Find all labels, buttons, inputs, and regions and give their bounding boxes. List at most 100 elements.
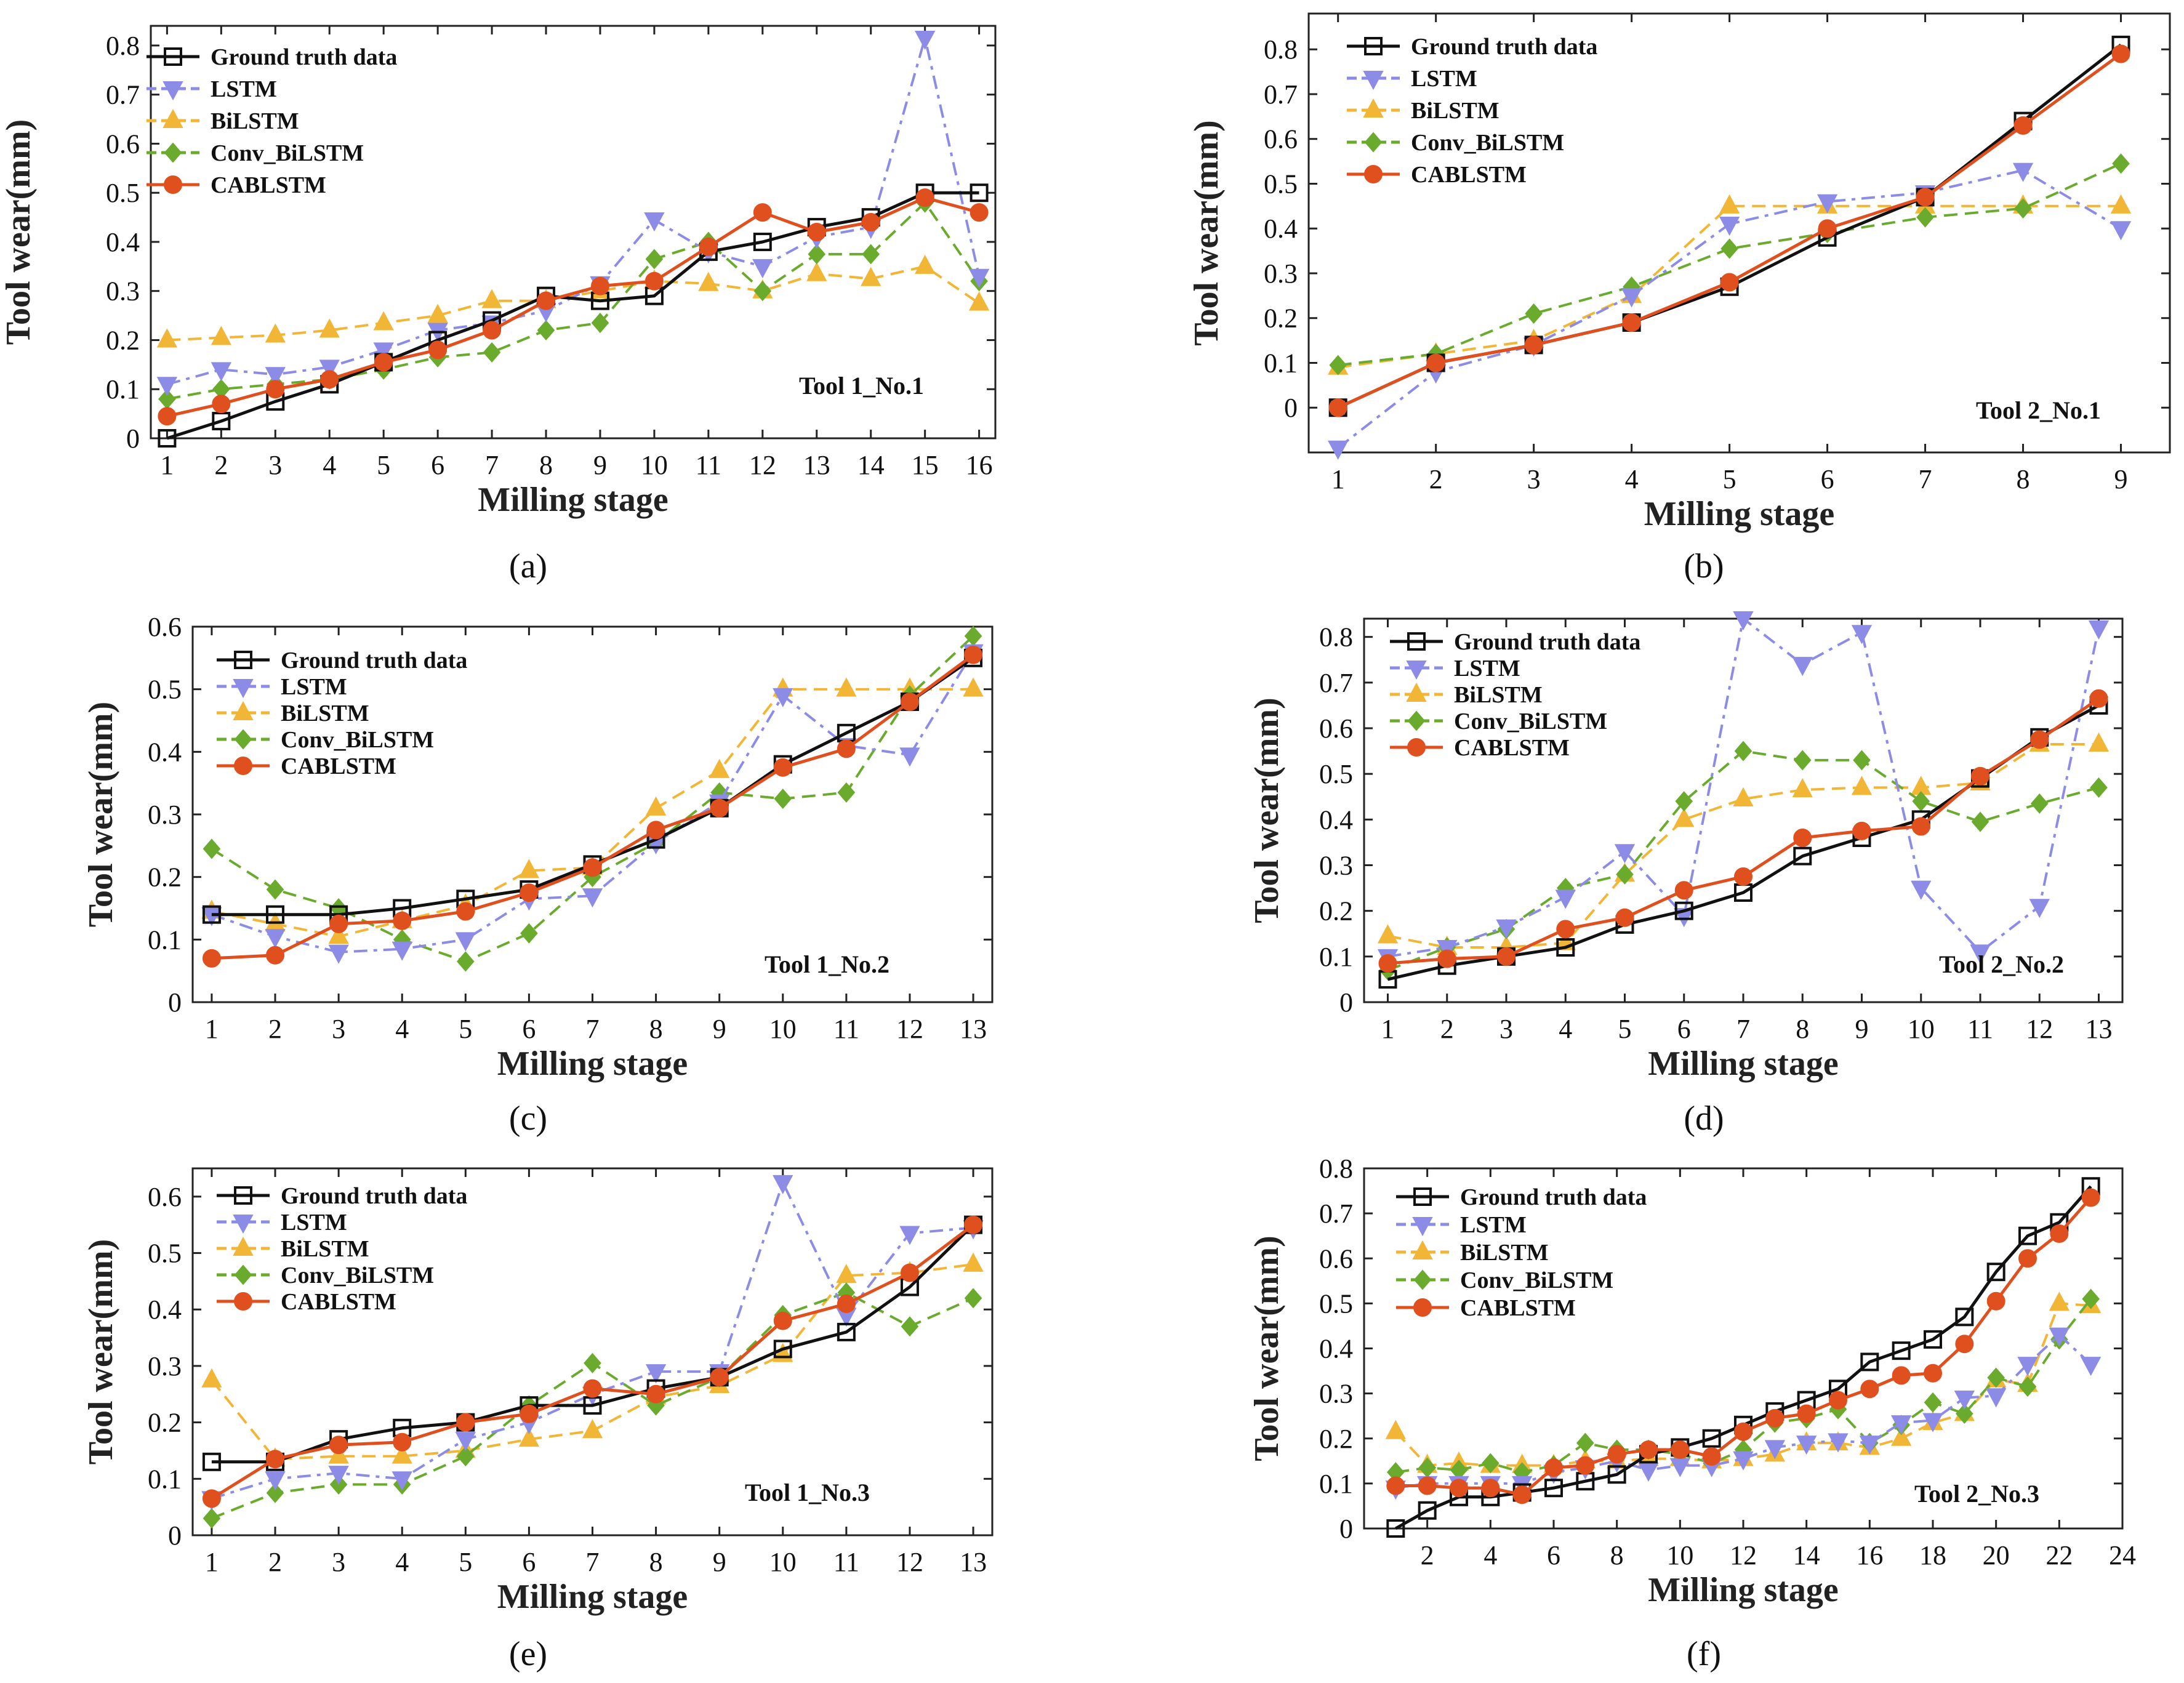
data-point <box>753 232 772 251</box>
data-point <box>1734 867 1752 886</box>
data-point <box>836 677 857 697</box>
data-point <box>393 1432 412 1452</box>
x-tick-label: 10 <box>641 450 668 480</box>
y-tick-label: 0.8 <box>1319 622 1353 653</box>
data-point <box>1720 238 1738 259</box>
legend-marker <box>1413 1269 1432 1290</box>
plot-frame <box>150 25 997 440</box>
y-tick-label: 0.2 <box>1319 1424 1353 1454</box>
data-point <box>456 902 475 921</box>
data-point <box>212 395 231 414</box>
data-point <box>837 782 856 803</box>
data-point <box>518 859 540 878</box>
x-tick-label: 4 <box>1625 464 1639 494</box>
x-tick-label: 10 <box>1908 1014 1935 1044</box>
data-point <box>2090 777 2108 798</box>
data-point <box>1512 1485 1532 1504</box>
legend-label: LSTM <box>211 76 277 102</box>
legend-marker <box>1406 661 1427 680</box>
data-point <box>456 951 475 972</box>
x-tick-label: 8 <box>2017 464 2030 494</box>
data-point <box>645 1364 667 1384</box>
x-tick-label: 5 <box>1618 1014 1632 1044</box>
legend-label: BiLSTM <box>281 1236 369 1262</box>
data-point <box>644 212 665 232</box>
data-point <box>583 1379 602 1398</box>
data-point <box>481 289 502 308</box>
legend-label: Conv_BiLSTM <box>1460 1267 1613 1293</box>
y-tick-label: 0.3 <box>106 276 140 307</box>
data-point <box>1385 1420 1407 1439</box>
series-line <box>1338 162 2122 367</box>
data-point <box>1971 766 1989 785</box>
data-point <box>1985 1388 2007 1408</box>
x-tick-label: 10 <box>769 1014 797 1044</box>
data-point <box>968 291 990 311</box>
legend: Ground truth dataLSTMBiLSTMConv_BiLSTMCA… <box>217 1183 467 1315</box>
y-axis-label: Tool wear(mm) <box>0 119 38 345</box>
data-point <box>373 311 394 331</box>
data-point <box>319 359 340 379</box>
x-tick-label: 9 <box>713 1014 726 1044</box>
legend-marker <box>1407 632 1426 651</box>
data-point <box>329 914 348 933</box>
data-point <box>710 1368 729 1387</box>
data-point <box>1818 219 1837 238</box>
data-point <box>901 1316 919 1337</box>
legend-marker <box>1364 165 1383 183</box>
data-point <box>1639 1440 1658 1460</box>
legend-marker <box>234 651 252 669</box>
legend-label: CABLSTM <box>1454 735 1570 761</box>
data-point <box>483 321 502 340</box>
x-tick-label: 5 <box>377 450 390 480</box>
legend-label: BiLSTM <box>1411 98 1499 124</box>
x-tick-label: 12 <box>1730 1540 1757 1570</box>
y-tick-label: 0.3 <box>1264 259 1298 289</box>
y-axis-label: Tool wear(mm) <box>1187 120 1226 346</box>
legend-marker <box>1364 37 1383 55</box>
y-tick-label: 0.3 <box>1319 1379 1353 1409</box>
x-tick-label: 4 <box>395 1014 409 1044</box>
data-point <box>483 342 501 363</box>
legend-label: Conv_BiLSTM <box>1454 709 1607 734</box>
x-tick-label: 2 <box>268 1014 282 1044</box>
data-point <box>1556 938 1575 957</box>
x-tick-label: 5 <box>1723 464 1736 494</box>
data-point <box>1674 881 1693 900</box>
data-point <box>265 323 286 343</box>
x-tick-label: 16 <box>1856 1540 1883 1570</box>
data-point <box>1828 1433 1849 1453</box>
data-point <box>774 789 792 809</box>
data-point <box>266 1450 285 1469</box>
data-point <box>773 1175 793 1195</box>
y-tick-label: 0.1 <box>1264 348 1298 378</box>
data-point <box>328 1466 349 1485</box>
data-point <box>1792 778 1813 798</box>
data-point <box>1956 1404 1973 1424</box>
panel-e: 1 2 3 4 5 6 7 8 9 10 11 12 1300.10.20.30.40.50.6Mill… <box>82 1167 994 1673</box>
data-point <box>201 1368 222 1388</box>
legend-label: BiLSTM <box>211 108 299 134</box>
data-point <box>584 1352 601 1373</box>
series-line <box>166 196 980 418</box>
data-point <box>266 1482 284 1503</box>
x-tick-label: 3 <box>1527 464 1541 494</box>
legend-marker <box>233 679 254 699</box>
data-point <box>2018 1249 2037 1268</box>
x-tick-label: 6 <box>1821 464 1834 494</box>
data-point <box>2017 1357 2038 1376</box>
y-tick-label: 0.3 <box>1319 851 1353 881</box>
y-tick-label: 0 <box>126 424 140 454</box>
data-point <box>1817 194 1838 214</box>
legend: Ground truth dataLSTMBiLSTMConv_BiLSTMCA… <box>1347 34 1597 188</box>
data-point <box>211 362 232 382</box>
data-point <box>211 326 232 345</box>
y-tick-label: 0.1 <box>1319 942 1353 972</box>
x-tick-label: 1 <box>1381 1014 1395 1044</box>
legend-marker <box>234 1186 252 1205</box>
data-point <box>1733 787 1754 806</box>
data-point <box>1733 1451 1754 1471</box>
legend-label: LSTM <box>1411 66 1477 92</box>
x-tick-label: 3 <box>332 1547 345 1577</box>
x-tick-label: 2 <box>1421 1540 1434 1570</box>
